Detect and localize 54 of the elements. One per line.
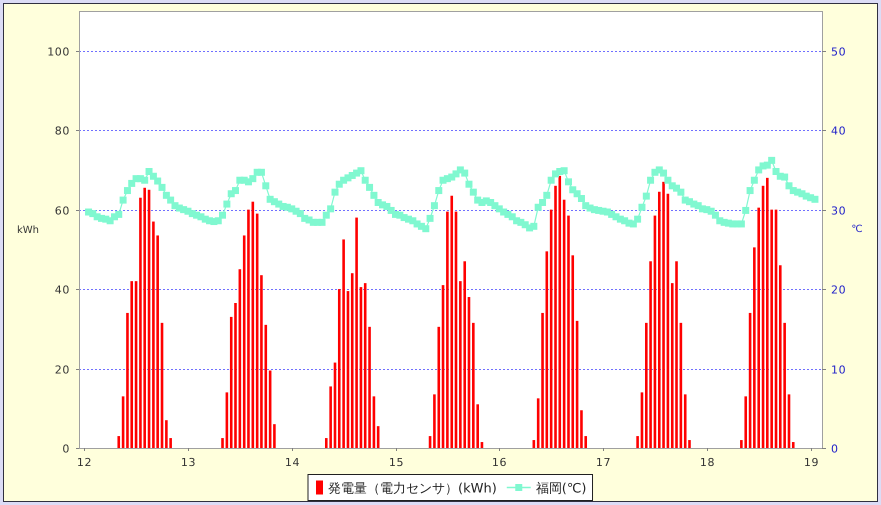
bar xyxy=(753,247,756,448)
y-tick-label: 0 xyxy=(62,442,70,456)
bar xyxy=(264,324,268,448)
x-tick-label: 19 xyxy=(804,456,820,469)
bar xyxy=(268,370,272,448)
y2-tick-label: 10 xyxy=(831,364,846,376)
bar xyxy=(476,404,479,448)
bar xyxy=(148,190,150,448)
bar xyxy=(117,436,120,448)
x-tick-label: 13 xyxy=(180,456,196,469)
bar xyxy=(675,261,678,448)
y-tick-label: 60 xyxy=(54,204,70,218)
y-axis-title: kWh xyxy=(16,225,40,236)
y2-tick-label: 30 xyxy=(831,204,846,218)
bar xyxy=(757,208,760,448)
legend-label: 福岡(℃) xyxy=(536,482,587,496)
x-tick-label: 14 xyxy=(284,456,300,469)
bar xyxy=(774,210,778,448)
x-tick-label: 18 xyxy=(700,456,716,469)
bar xyxy=(139,198,142,448)
y2-tick-label: 20 xyxy=(831,284,846,296)
bar xyxy=(338,289,341,448)
bar xyxy=(766,178,769,448)
y2-axis-title: ℃ xyxy=(851,224,863,235)
bar xyxy=(662,182,665,448)
y2-tick-label: 40 xyxy=(831,124,846,138)
y2-tick-label: 50 xyxy=(831,46,846,58)
y-tick-label: 20 xyxy=(54,364,70,376)
bar xyxy=(740,440,743,448)
bar xyxy=(368,326,371,448)
x-tick-label: 16 xyxy=(492,456,508,469)
bar xyxy=(169,438,172,448)
bar xyxy=(433,394,436,448)
bar xyxy=(256,214,258,448)
bar xyxy=(463,261,466,448)
x-tick-label: 15 xyxy=(388,456,404,469)
bar xyxy=(654,216,656,448)
bar xyxy=(324,438,328,448)
bar xyxy=(355,218,358,448)
bar xyxy=(350,273,354,448)
bar xyxy=(744,396,748,448)
bar xyxy=(450,196,454,448)
y-tick-label: 40 xyxy=(54,284,70,296)
y-tick-label: 100 xyxy=(47,46,70,58)
legend-label: 発電量（電力センサ）(kWh) xyxy=(328,482,497,496)
y-tick-label: 80 xyxy=(54,124,70,138)
y2-tick-label: 0 xyxy=(831,442,839,456)
bar xyxy=(532,440,536,448)
bar xyxy=(130,281,134,448)
x-tick-label: 17 xyxy=(596,456,612,469)
bar xyxy=(376,426,380,448)
bar xyxy=(684,394,687,448)
bar xyxy=(364,283,366,448)
x-tick-label: 12 xyxy=(76,456,92,469)
